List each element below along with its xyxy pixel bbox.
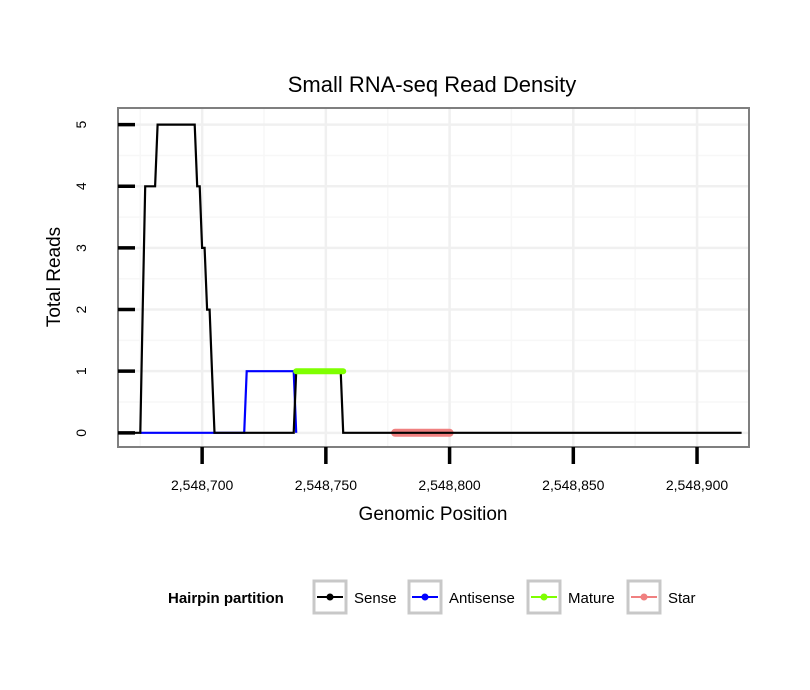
series-layer: [120, 123, 742, 437]
y-tick-label: 3: [73, 244, 89, 252]
legend-label: Antisense: [449, 590, 515, 607]
y-tick-label: 2: [73, 305, 89, 313]
chart-title: Small RNA-seq Read Density: [288, 72, 577, 97]
x-tick-label: 2,548,800: [418, 477, 480, 493]
legend-key-point: [421, 593, 429, 601]
y-axis-title: Total Reads: [44, 227, 65, 327]
legend-key-point: [326, 593, 334, 601]
legend-title: Hairpin partition: [168, 590, 284, 607]
legend-label: Mature: [568, 590, 615, 607]
grid-lines: [118, 108, 749, 447]
series-line-sense: [120, 123, 742, 434]
plot-border: [117, 107, 750, 448]
legend-label: Sense: [354, 590, 397, 607]
y-axis: 0 1 2 3 4 5: [73, 121, 135, 437]
y-tick-label: 1: [73, 367, 89, 375]
y-tick-label: 5: [73, 121, 89, 129]
x-tick-label: 2,548,850: [542, 477, 604, 493]
legend-key-point: [540, 593, 548, 601]
legend: Hairpin partition Sense Antisense Mature St…: [168, 579, 696, 615]
legend-key-point: [640, 593, 648, 601]
x-axis-title: Genomic Position: [359, 504, 508, 525]
x-axis: 2,548,700 2,548,750 2,548,800 2,548,850 2,54…: [171, 447, 728, 493]
x-tick-label: 2,548,700: [171, 477, 233, 493]
y-tick-label: 4: [73, 182, 89, 190]
x-tick-label: 2,548,900: [666, 477, 728, 493]
x-tick-label: 2,548,750: [295, 477, 357, 493]
legend-label: Star: [668, 590, 696, 607]
y-tick-label: 0: [73, 429, 89, 437]
